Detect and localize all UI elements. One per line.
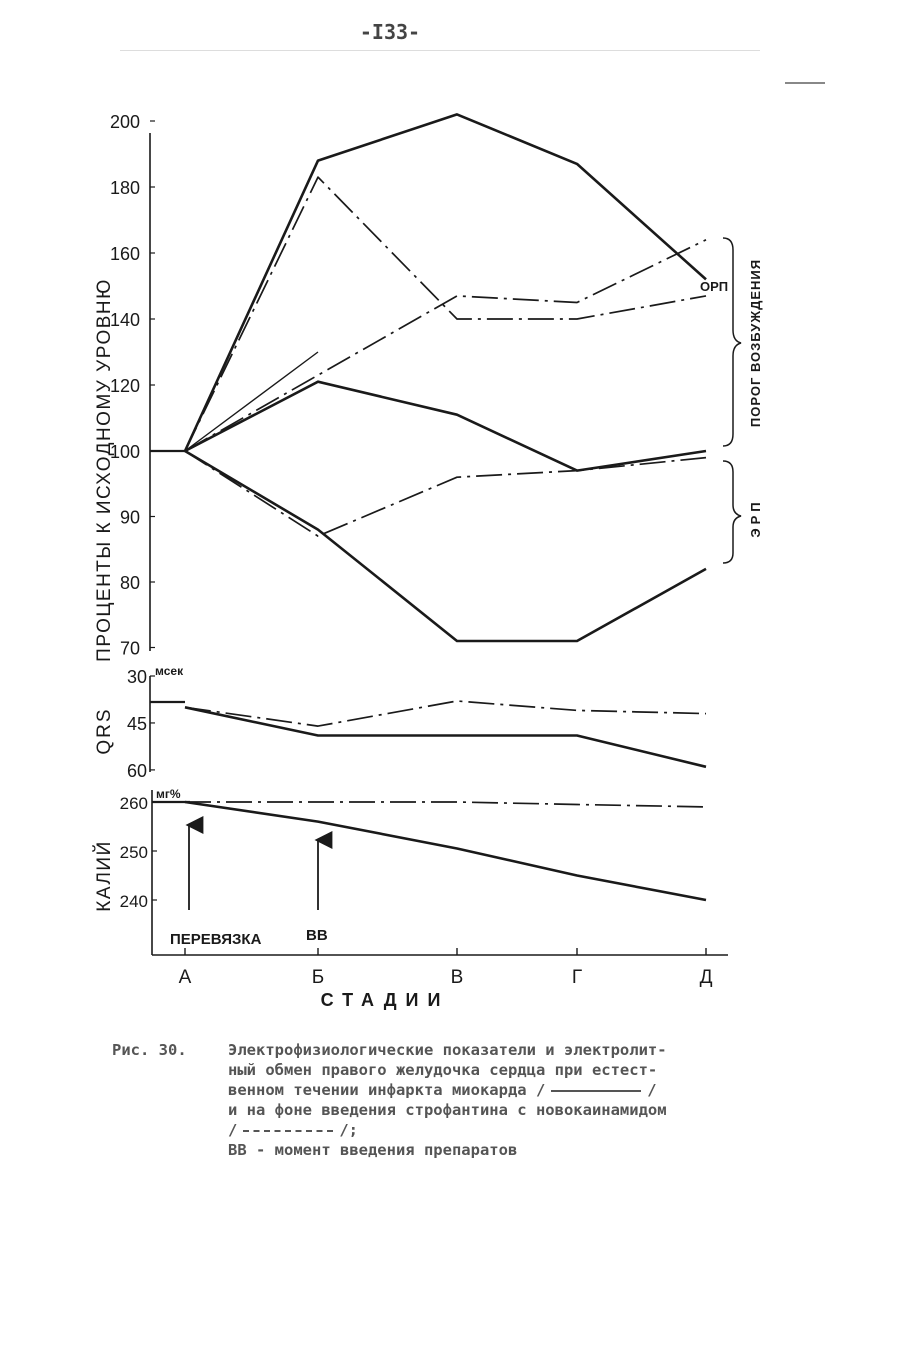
figure-caption: Рис. 30. Электрофизиологические показате… bbox=[112, 1040, 832, 1160]
x-axis-title: СТАДИИ bbox=[321, 990, 450, 1010]
caption-line-6: ВВ - момент введения препаратов bbox=[228, 1141, 518, 1159]
x-tick-label: А bbox=[179, 967, 192, 988]
main-series-0 bbox=[183, 113, 707, 452]
main-y-tick-label: 80 bbox=[120, 573, 140, 593]
x-tick-label: Г bbox=[572, 967, 582, 988]
qrs-y-tick-label: 30 bbox=[127, 667, 147, 687]
x-tick-label: Б bbox=[312, 967, 324, 988]
annotation-threshold: ПОРОГ ВОЗБУЖДЕНИЯ bbox=[748, 259, 763, 427]
main-y-tick-label: 200 bbox=[110, 112, 140, 132]
caption-line-5: //; bbox=[228, 1121, 359, 1139]
caption-line-3: венном течении инфаркта миокарда / / bbox=[228, 1081, 657, 1099]
legend-dashdot-line bbox=[243, 1129, 334, 1132]
corner-mark bbox=[785, 82, 825, 84]
k-y-tick-label: 250 bbox=[120, 843, 148, 862]
legend-solid-line bbox=[551, 1089, 642, 1092]
annotation-erp: ЭРП bbox=[748, 498, 763, 537]
annotation-injection: ВВ bbox=[306, 927, 328, 944]
main-series-6 bbox=[184, 449, 707, 643]
top-rule bbox=[120, 50, 760, 51]
qrs-unit: мсек bbox=[155, 664, 184, 678]
qrs-series-1 bbox=[184, 700, 707, 727]
main-y-tick-label: 70 bbox=[120, 639, 140, 659]
qrs-y-axis-title: QRS bbox=[94, 707, 115, 754]
x-tick-label: В bbox=[451, 967, 464, 988]
brace-erp bbox=[722, 460, 742, 564]
brace-threshold bbox=[722, 237, 742, 447]
k-y-tick-label: 260 bbox=[120, 794, 148, 813]
main-y-tick-label: 120 bbox=[110, 376, 140, 396]
main-y-tick-label: 180 bbox=[110, 178, 140, 198]
caption-label: Рис. 30. bbox=[112, 1041, 187, 1059]
k-series-1 bbox=[185, 801, 707, 808]
main-y-tick-label: 160 bbox=[110, 244, 140, 264]
main-y-tick-label: 90 bbox=[120, 508, 140, 528]
k-y-tick-label: 240 bbox=[120, 892, 148, 911]
caption-line-1: Электрофизиологические показатели и элек… bbox=[228, 1041, 667, 1059]
main-y-tick-label: 100 bbox=[110, 442, 140, 462]
x-tick-label: Д bbox=[700, 967, 713, 988]
qrs-y-tick-label: 60 bbox=[127, 761, 147, 781]
main-series-4 bbox=[184, 380, 707, 472]
k-unit: мг% bbox=[156, 787, 181, 801]
main-series-5 bbox=[184, 450, 707, 537]
main-series-2 bbox=[184, 351, 319, 452]
main-series-1 bbox=[184, 176, 707, 452]
main-y-axis-title: ПРОЦЕНТЫ К ИСХОДНОМУ УРОВНЮ bbox=[94, 278, 115, 662]
annotation-ligation: ПЕРЕВЯЗКА bbox=[170, 931, 262, 948]
caption-line-4: и на фоне введения строфантина с новокаи… bbox=[228, 1101, 667, 1119]
k-series-0 bbox=[184, 800, 707, 902]
qrs-series-0 bbox=[184, 706, 707, 769]
main-y-tick-label: 140 bbox=[110, 310, 140, 330]
main-series-3 bbox=[184, 239, 707, 452]
page-number: -I33- bbox=[359, 20, 421, 44]
qrs-y-tick-label: 45 bbox=[127, 714, 147, 734]
annotation-orp: ОРП bbox=[700, 279, 728, 294]
caption-line-2: ный обмен правого желудочка сердца при е… bbox=[228, 1061, 658, 1079]
k-y-axis-title: КАЛИЙ bbox=[93, 840, 115, 911]
